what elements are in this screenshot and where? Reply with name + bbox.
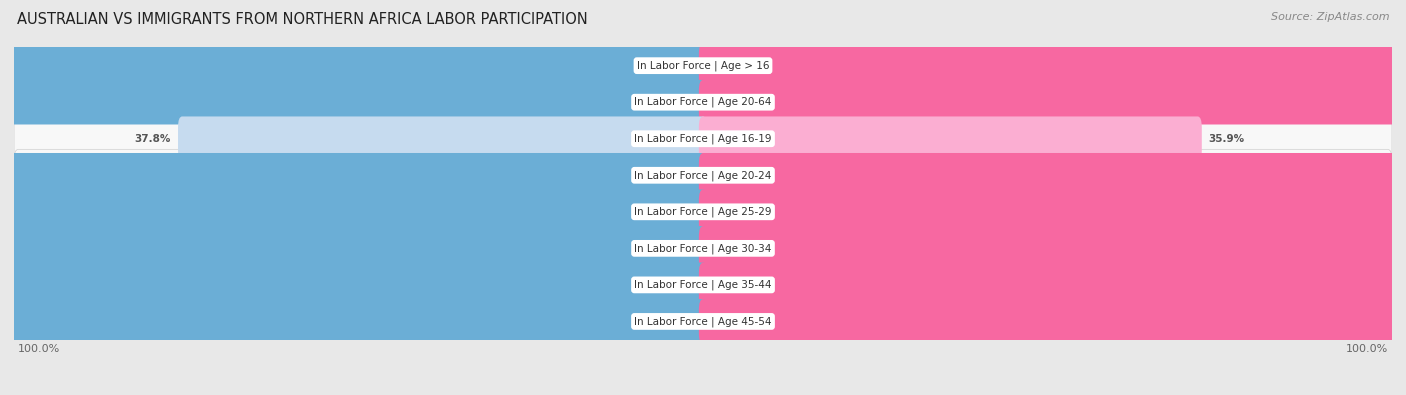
FancyBboxPatch shape <box>0 153 707 198</box>
FancyBboxPatch shape <box>0 190 707 234</box>
FancyBboxPatch shape <box>0 263 707 307</box>
FancyBboxPatch shape <box>699 153 1406 198</box>
Legend: Australian, Immigrants from Northern Africa: Australian, Immigrants from Northern Afr… <box>538 392 868 395</box>
FancyBboxPatch shape <box>14 113 1392 165</box>
Text: In Labor Force | Age > 16: In Labor Force | Age > 16 <box>637 60 769 71</box>
Text: In Labor Force | Age 20-64: In Labor Force | Age 20-64 <box>634 97 772 107</box>
Text: 100.0%: 100.0% <box>1346 344 1388 354</box>
Text: Source: ZipAtlas.com: Source: ZipAtlas.com <box>1271 12 1389 22</box>
FancyBboxPatch shape <box>699 43 1406 88</box>
FancyBboxPatch shape <box>14 149 1392 201</box>
Text: 100.0%: 100.0% <box>18 344 60 354</box>
FancyBboxPatch shape <box>0 226 707 271</box>
Text: In Labor Force | Age 25-29: In Labor Force | Age 25-29 <box>634 207 772 217</box>
Text: AUSTRALIAN VS IMMIGRANTS FROM NORTHERN AFRICA LABOR PARTICIPATION: AUSTRALIAN VS IMMIGRANTS FROM NORTHERN A… <box>17 12 588 27</box>
FancyBboxPatch shape <box>14 222 1392 274</box>
FancyBboxPatch shape <box>699 299 1406 344</box>
FancyBboxPatch shape <box>14 40 1392 92</box>
FancyBboxPatch shape <box>699 190 1406 234</box>
Text: In Labor Force | Age 30-34: In Labor Force | Age 30-34 <box>634 243 772 254</box>
FancyBboxPatch shape <box>0 43 707 88</box>
FancyBboxPatch shape <box>179 117 707 161</box>
Text: In Labor Force | Age 45-54: In Labor Force | Age 45-54 <box>634 316 772 327</box>
FancyBboxPatch shape <box>14 76 1392 128</box>
Text: 37.8%: 37.8% <box>135 134 172 144</box>
FancyBboxPatch shape <box>0 80 707 124</box>
Text: In Labor Force | Age 16-19: In Labor Force | Age 16-19 <box>634 134 772 144</box>
Text: In Labor Force | Age 20-24: In Labor Force | Age 20-24 <box>634 170 772 181</box>
FancyBboxPatch shape <box>0 299 707 344</box>
FancyBboxPatch shape <box>699 226 1406 271</box>
FancyBboxPatch shape <box>699 80 1406 124</box>
FancyBboxPatch shape <box>699 117 1202 161</box>
Text: In Labor Force | Age 35-44: In Labor Force | Age 35-44 <box>634 280 772 290</box>
Text: 35.9%: 35.9% <box>1209 134 1244 144</box>
FancyBboxPatch shape <box>14 259 1392 311</box>
FancyBboxPatch shape <box>14 295 1392 347</box>
FancyBboxPatch shape <box>14 186 1392 238</box>
FancyBboxPatch shape <box>699 263 1406 307</box>
